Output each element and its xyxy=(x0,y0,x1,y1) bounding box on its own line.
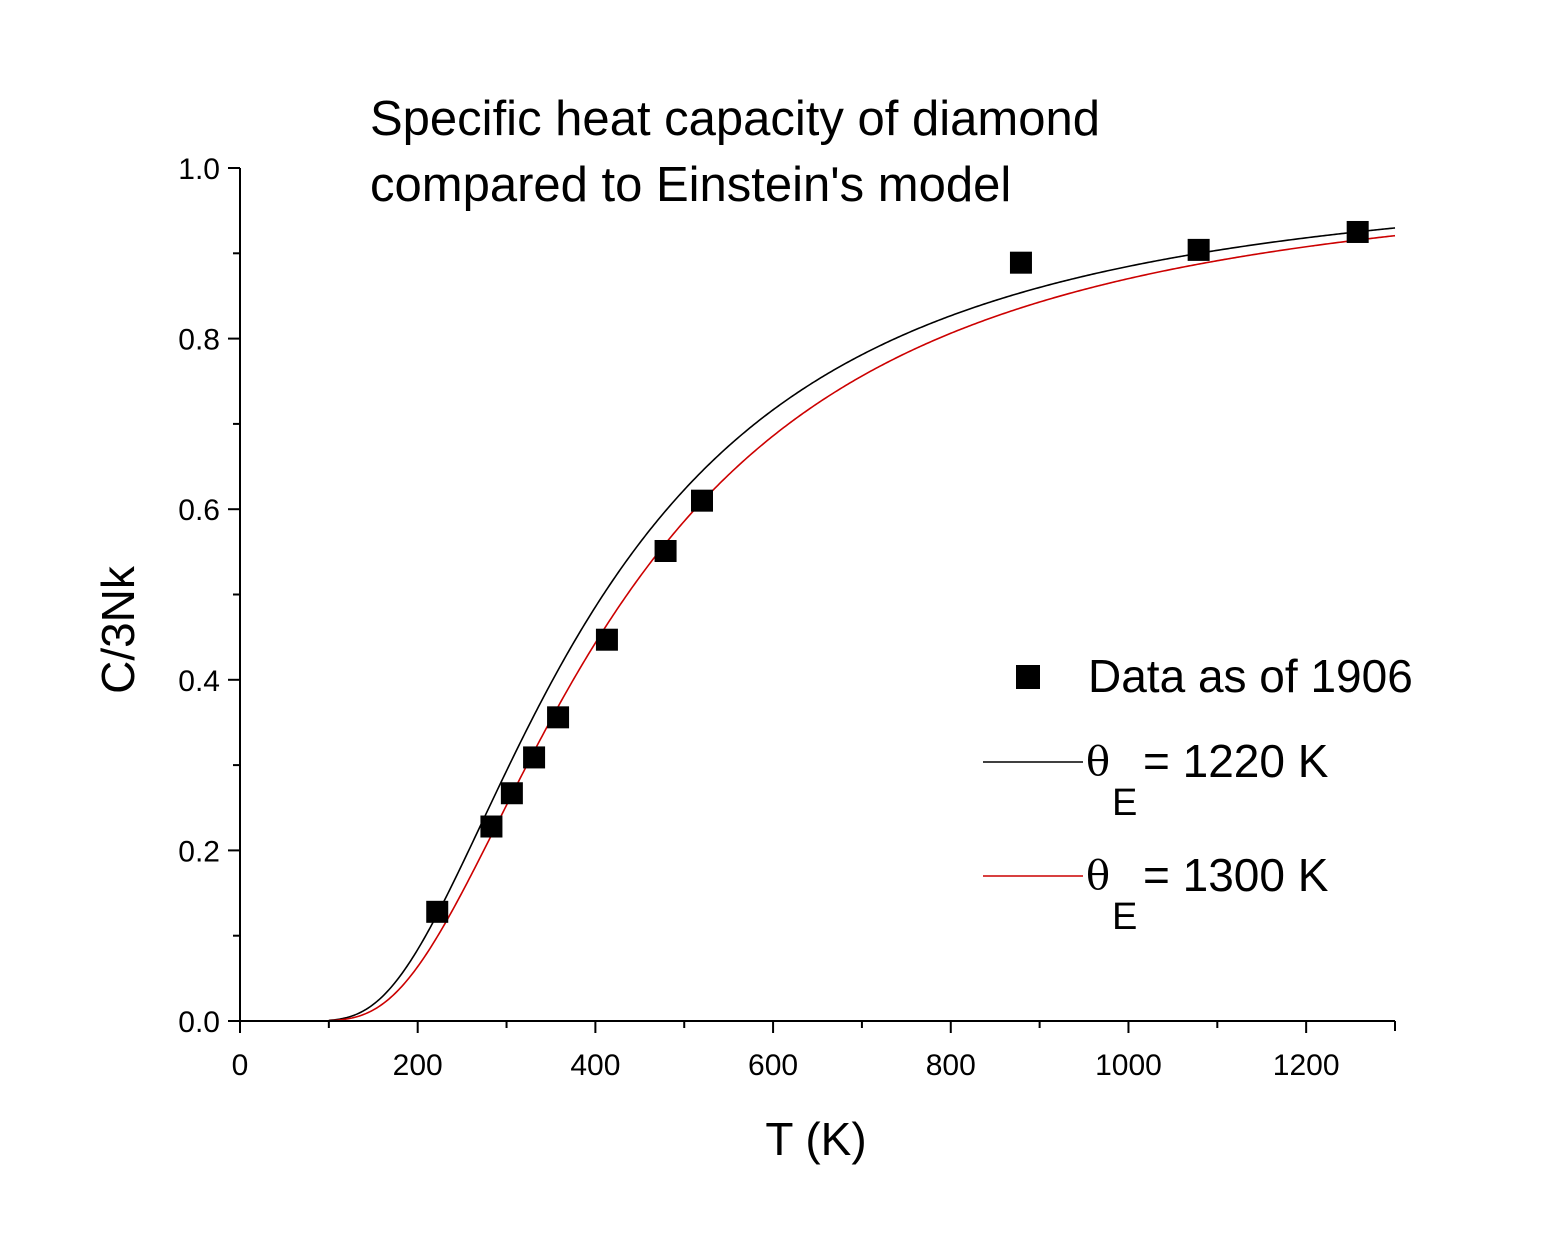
data-point xyxy=(547,706,570,729)
einstein-curve-1220 xyxy=(328,227,1396,1022)
x-tick-label: 0 xyxy=(232,1049,249,1082)
data-point xyxy=(426,900,449,923)
x-tick-label: 1000 xyxy=(1095,1049,1162,1082)
legend-theta-subscript: E xyxy=(1112,896,1137,938)
chart-title-line-1: Specific heat capacity of diamond xyxy=(370,92,1100,146)
x-tick-label: 800 xyxy=(926,1049,976,1082)
chart-title-line-2: compared to Einstein's model xyxy=(370,158,1011,212)
data-point xyxy=(523,746,546,769)
data-point xyxy=(480,815,503,838)
chart-title: Specific heat capacity of diamond compar… xyxy=(370,92,1100,212)
data-point xyxy=(500,782,523,805)
data-point xyxy=(1187,238,1210,261)
legend-theta-subscript: E xyxy=(1112,782,1137,824)
data-point xyxy=(654,539,677,562)
points-layer xyxy=(426,220,1369,923)
y-tick-label: 0.8 xyxy=(178,324,220,357)
legend-label-1300: = 1300 K xyxy=(1143,849,1329,901)
x-tick-label: 200 xyxy=(393,1049,443,1082)
y-tick-label: 0.6 xyxy=(178,494,220,527)
axes-layer: 0 200 400 600 800 1000 1200 0.0 0.2 0.4 0.6 0.8 1.0 xyxy=(178,153,1396,1082)
x-tick-label: 400 xyxy=(570,1049,620,1082)
x-axis-title: T (K) xyxy=(765,1113,866,1165)
legend-theta-symbol: θ xyxy=(1086,739,1110,785)
data-point xyxy=(691,489,713,512)
curves-layer xyxy=(328,227,1396,1022)
data-point xyxy=(1009,251,1032,274)
y-tick-label: 0.4 xyxy=(178,665,220,698)
x-tick-label: 1200 xyxy=(1273,1049,1340,1082)
legend-label-1220: = 1220 K xyxy=(1143,735,1329,787)
legend-marker-data xyxy=(1016,665,1040,689)
y-tick-label: 1.0 xyxy=(178,153,220,186)
data-point xyxy=(1346,220,1369,243)
data-point xyxy=(595,628,618,651)
y-tick-label: 0.0 xyxy=(178,1006,220,1039)
einstein-curve-1300 xyxy=(328,234,1396,1022)
y-tick-label: 0.2 xyxy=(178,835,220,868)
legend-theta-symbol: θ xyxy=(1086,853,1110,899)
legend-label-data: Data as of 1906 xyxy=(1088,650,1413,702)
x-tick-label: 600 xyxy=(748,1049,798,1082)
y-axis-title: C/3Nk xyxy=(92,565,144,694)
